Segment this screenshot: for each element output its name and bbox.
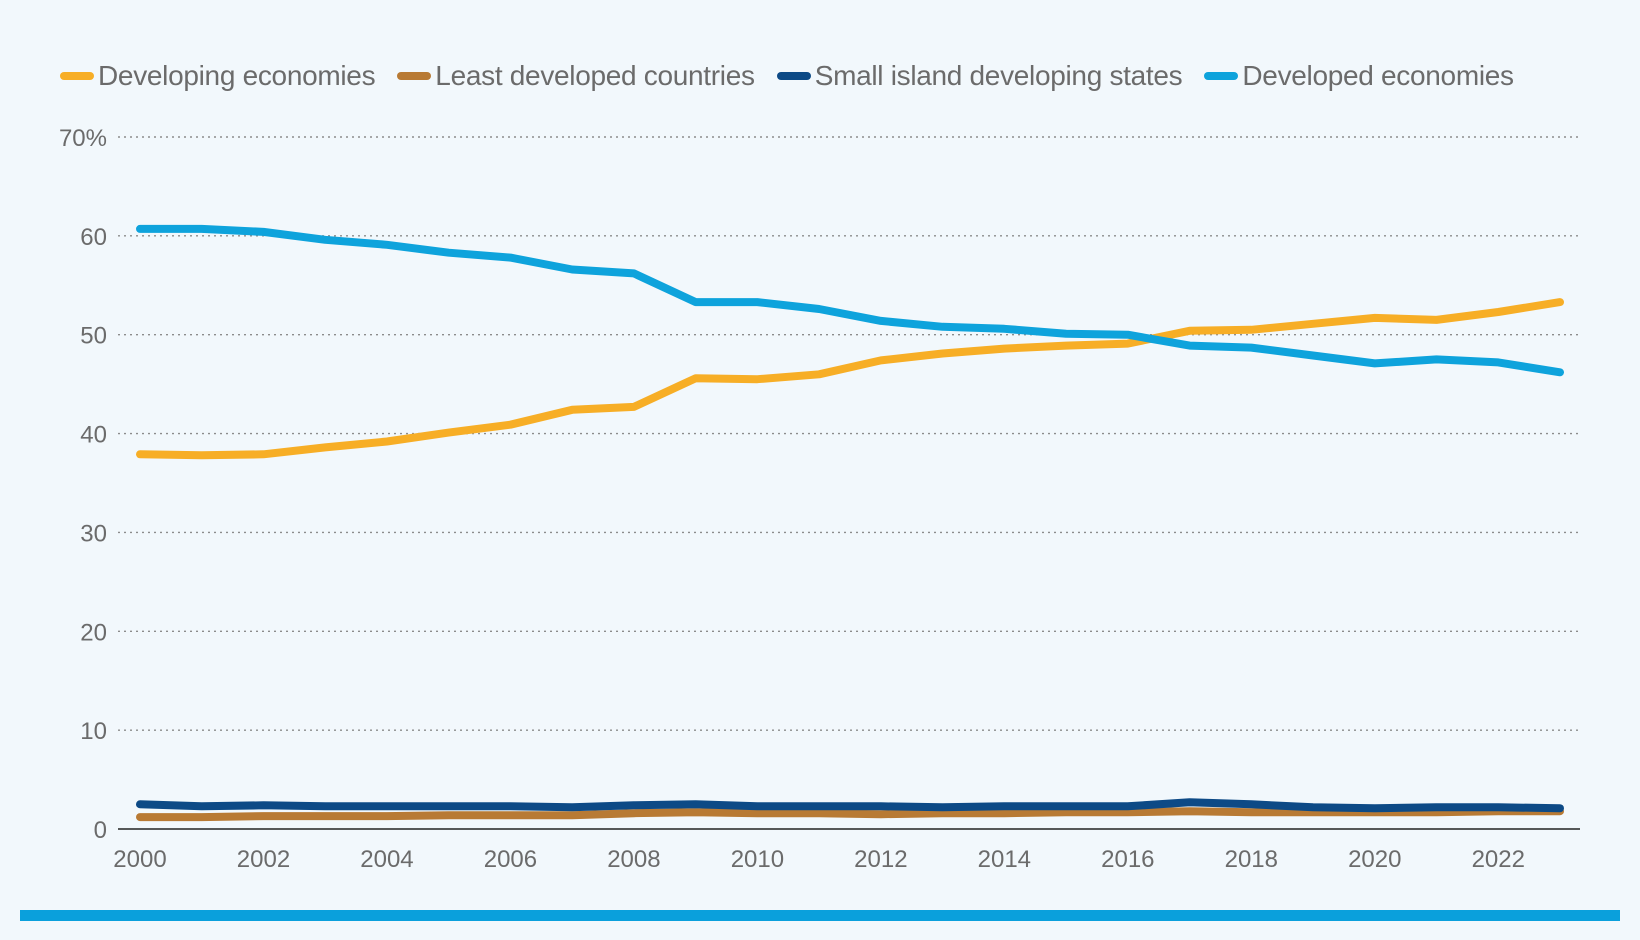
bottom-accent-bar [20, 910, 1620, 921]
x-tick-label: 2016 [1101, 846, 1154, 873]
x-tick-label: 2020 [1348, 846, 1401, 873]
x-tick-label: 2000 [113, 846, 166, 873]
y-tick-label: 0 [94, 817, 107, 844]
legend-label: Developed economies [1242, 60, 1514, 91]
grid-lines [118, 136, 1580, 830]
x-tick-label: 2014 [978, 846, 1031, 873]
x-tick-label: 2004 [360, 846, 413, 873]
y-tick-label: 60 [80, 224, 107, 251]
line-chart: 0 10 20 30 40 50 60 70% 2000 2002 2004 2006 2008 201… [59, 125, 1580, 873]
y-tick-label: 20 [80, 619, 107, 646]
legend-item: Developing economies [60, 60, 376, 92]
x-tick-label: 2018 [1225, 846, 1278, 873]
chart-legend: Developing economies Least developed coun… [60, 56, 1536, 96]
y-axis-ticks: 0 10 20 30 40 50 60 70% [59, 125, 107, 844]
legend-label: Developing economies [98, 60, 376, 91]
y-tick-label: 70% [59, 125, 107, 152]
y-tick-label: 30 [80, 520, 107, 547]
y-tick-label: 40 [80, 422, 107, 449]
series-line-small-island-developing-states [136, 798, 1564, 813]
legend-item: Least developed countries [397, 60, 755, 92]
y-tick-label: 50 [80, 323, 107, 350]
legend-swatch [60, 72, 94, 80]
legend-label: Least developed countries [435, 60, 755, 91]
x-tick-label: 2002 [237, 846, 290, 873]
x-tick-label: 2022 [1472, 846, 1525, 873]
y-tick-label: 10 [80, 718, 107, 745]
series-line-least-developed-countries [136, 807, 1564, 822]
x-tick-label: 2008 [607, 846, 660, 873]
series-line-developing-economies [136, 298, 1564, 460]
series-lines [136, 224, 1564, 822]
legend-swatch [776, 72, 811, 80]
legend-swatch [1204, 72, 1239, 80]
legend-item: Small island developing states [776, 60, 1183, 92]
x-tick-label: 2006 [484, 846, 537, 873]
x-tick-label: 2010 [731, 846, 784, 873]
legend-label: Small island developing states [814, 60, 1183, 91]
legend-item: Developed economies [1204, 60, 1514, 92]
x-tick-label: 2012 [854, 846, 907, 873]
legend-swatch [397, 72, 432, 80]
x-axis-ticks: 2000 2002 2004 2006 2008 2010 2012 2014 2016 2018… [113, 846, 1525, 873]
series-line-developed-economies [136, 224, 1564, 377]
